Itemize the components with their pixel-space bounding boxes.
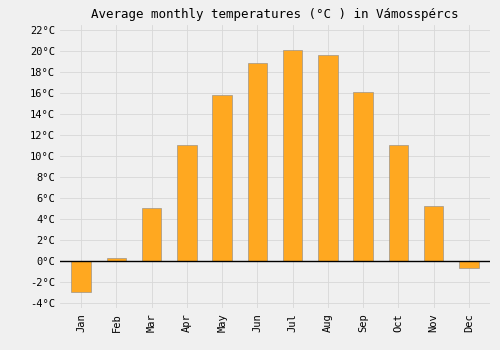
Bar xyxy=(212,95,232,261)
Bar xyxy=(388,145,408,261)
Bar xyxy=(177,145,197,261)
Bar xyxy=(248,63,267,261)
Title: Average monthly temperatures (°C ) in Vámosspércs: Average monthly temperatures (°C ) in Vá… xyxy=(91,8,459,21)
Bar xyxy=(318,55,338,261)
Bar xyxy=(106,258,126,261)
Bar xyxy=(424,206,444,261)
Bar xyxy=(354,92,373,261)
Bar xyxy=(72,261,91,292)
Bar xyxy=(142,208,162,261)
Bar xyxy=(283,50,302,261)
Bar xyxy=(459,261,478,268)
